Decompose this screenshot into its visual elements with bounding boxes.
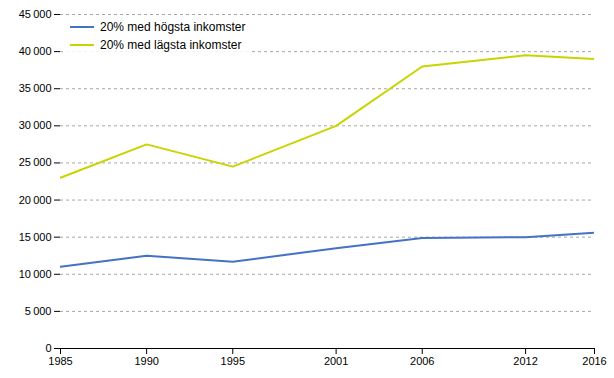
svg-text:2006: 2006: [410, 355, 434, 367]
svg-text:5 000: 5 000: [25, 305, 52, 317]
svg-text:1990: 1990: [134, 355, 158, 367]
svg-text:40 000: 40 000: [19, 45, 52, 57]
svg-text:15 000: 15 000: [19, 231, 52, 243]
svg-text:45 000: 45 000: [19, 8, 52, 20]
svg-text:1995: 1995: [221, 355, 245, 367]
svg-text:1985: 1985: [48, 355, 72, 367]
svg-text:30 000: 30 000: [19, 119, 52, 131]
html-text:20% med lägsta inkomster: 20% med lägsta inkomster: [100, 38, 242, 52]
svg-text:2001: 2001: [324, 355, 348, 367]
svg-text:2012: 2012: [513, 355, 537, 367]
html-text:20% med högsta inkomster: 20% med högsta inkomster: [100, 20, 246, 34]
svg-text:2016: 2016: [582, 355, 606, 367]
svg-text:20 000: 20 000: [19, 194, 52, 206]
svg-text:25 000: 25 000: [19, 156, 52, 168]
svg-text:35 000: 35 000: [19, 82, 52, 94]
svg-text:10 000: 10 000: [19, 268, 52, 280]
svg-text:0: 0: [45, 342, 51, 354]
